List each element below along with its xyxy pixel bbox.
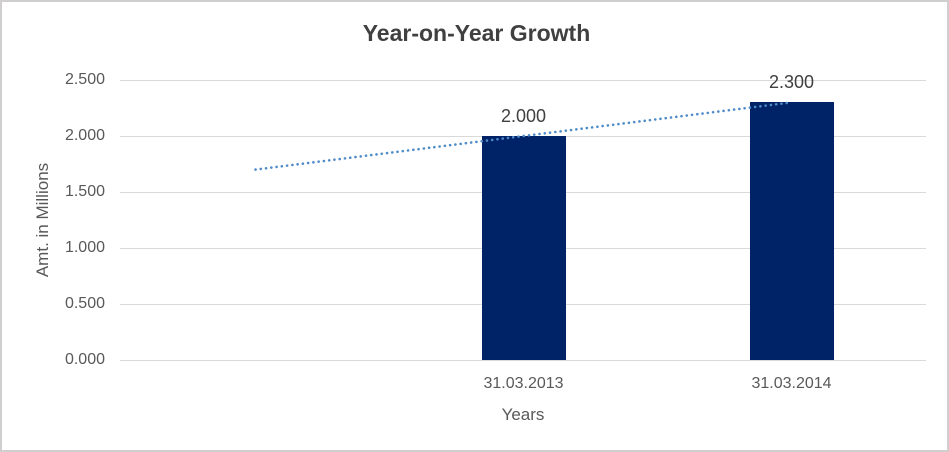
x-category-label: 31.03.2013	[483, 375, 564, 392]
x-axis-title: Years	[501, 405, 545, 424]
y-tick-label: 2.500	[64, 71, 105, 88]
y-tick-label: 2.000	[64, 127, 105, 144]
y-tick-label: 0.500	[64, 295, 105, 312]
y-tick-label: 1.000	[64, 239, 105, 256]
y-tick-label: 0.000	[64, 351, 105, 368]
bar	[481, 136, 566, 360]
gridline	[120, 359, 926, 361]
bar	[749, 102, 834, 360]
y-axis-title: Amt. in Millions	[33, 162, 52, 278]
x-category-label: 31.03.2014	[751, 375, 832, 392]
y-tick-label: 1.500	[64, 183, 105, 200]
chart-title: Year-on-Year Growth	[362, 20, 591, 46]
gridline	[120, 79, 926, 81]
bar-data-label: 2.000	[500, 106, 547, 126]
bar-data-label: 2.300	[768, 72, 815, 93]
